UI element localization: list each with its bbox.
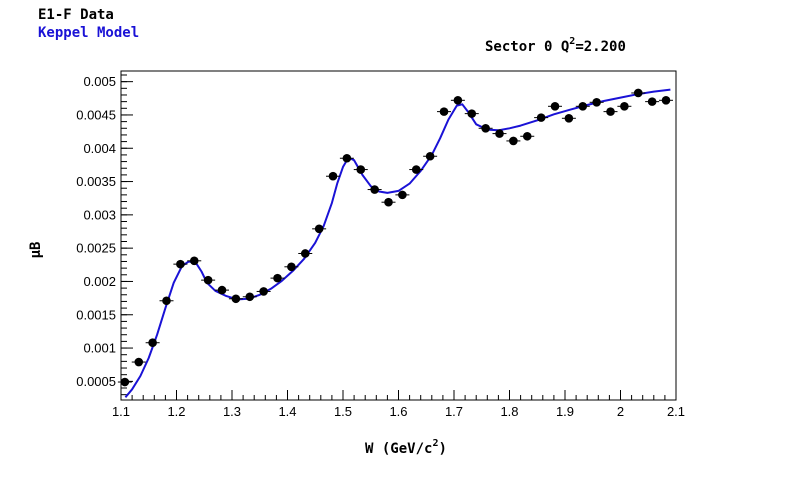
x-tick-label: 2.1 [667, 404, 685, 419]
y-tick-label: 0.001 [83, 341, 116, 356]
data-point [478, 123, 493, 133]
data-point [270, 273, 285, 283]
y-tick-label: 0.004 [83, 141, 116, 156]
x-tick-label: 1.3 [223, 404, 241, 419]
data-point [395, 190, 410, 200]
y-axis-label: μB [28, 242, 44, 259]
y-tick-label: 0.0035 [76, 174, 116, 189]
data-point [284, 262, 299, 272]
y-tick-label: 0.002 [83, 274, 116, 289]
axis-ticks: 1.1 1.2 1.3 1.4 1.5 1.6 1.7 1.8 1.9 2 2.1 0.0005 0.0… [76, 74, 685, 419]
data-point [298, 249, 313, 258]
chart-sector-title: Sector 0 Q2=2.200 [485, 36, 626, 55]
sector-label-text: Sector 0 Q [485, 39, 569, 55]
legend-model-label: Keppel Model [38, 25, 139, 41]
x-tick-label: 1.4 [278, 404, 296, 419]
x-tick-label: 1.8 [500, 404, 518, 419]
data-point [367, 185, 382, 194]
x-tick-label: 1.6 [389, 404, 407, 419]
data-point [437, 107, 452, 116]
data-point [131, 357, 146, 367]
x-tick-label: 1.2 [167, 404, 185, 419]
q2-value: =2.200 [575, 39, 626, 55]
data-point [464, 109, 479, 118]
y-tick-label: 0.003 [83, 207, 116, 222]
data-point [631, 88, 646, 98]
data-point [450, 96, 465, 105]
data-point [326, 171, 341, 181]
data-point [575, 101, 590, 111]
y-tick-label: 0.0015 [76, 307, 116, 322]
x-axis-label-superscript: 2 [432, 438, 438, 449]
x-tick-label: 1.1 [112, 404, 130, 419]
x-tick-label: 1.5 [334, 404, 352, 419]
data-point [215, 285, 230, 295]
y-tick-label: 0.0045 [76, 107, 116, 122]
data-point [492, 129, 507, 138]
data-point [589, 98, 604, 107]
y-tick-label: 0.0025 [76, 241, 116, 256]
legend-data-label: E1-F Data [38, 7, 114, 23]
model-series [124, 88, 671, 398]
x-axis-label-close: ) [438, 441, 446, 457]
data-point [409, 165, 424, 174]
data-point [381, 197, 396, 207]
data-point [617, 101, 632, 111]
x-tick-label: 1.9 [556, 404, 574, 419]
data-point [173, 259, 188, 269]
data-point [520, 131, 535, 141]
x-axis-label-main: W (GeV/c [365, 441, 432, 457]
x-tick-label: 2 [617, 404, 624, 419]
plot-frame [120, 70, 677, 401]
data-point [187, 256, 202, 266]
data-point [159, 296, 174, 306]
data-point [603, 107, 618, 116]
data-point [548, 101, 563, 111]
data-point [353, 165, 368, 174]
data-point [201, 275, 216, 285]
data-point [561, 113, 576, 123]
q2-superscript: 2 [569, 36, 575, 47]
data-point [312, 224, 327, 234]
x-axis-label: W (GeV/c2) [365, 438, 447, 457]
data-point [339, 153, 354, 163]
data-point [145, 338, 160, 348]
y-tick-label: 0.005 [83, 74, 116, 89]
data-point [242, 292, 257, 302]
y-tick-label: 0.0005 [76, 374, 116, 389]
data-series [117, 88, 674, 387]
data-point [645, 97, 660, 106]
data-point [659, 96, 674, 105]
x-tick-label: 1.7 [445, 404, 463, 419]
model-line [124, 88, 671, 398]
data-point [534, 113, 549, 122]
data-point [423, 151, 438, 161]
data-point [228, 294, 243, 304]
data-point [506, 136, 521, 146]
data-point [256, 287, 271, 296]
data-point [117, 377, 132, 387]
